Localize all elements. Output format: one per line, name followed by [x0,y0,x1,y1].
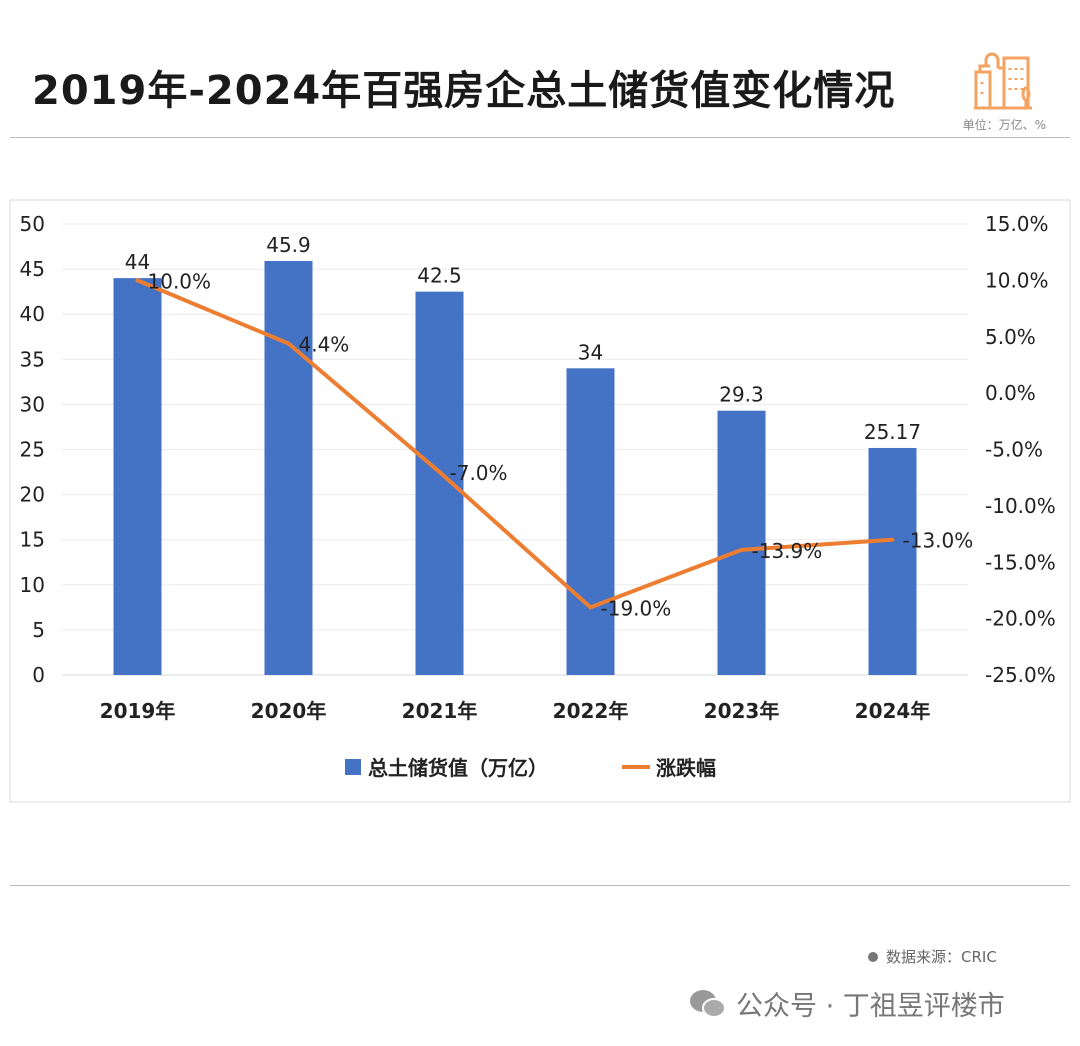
line-point [437,470,442,475]
bar-data-label: 45.9 [266,233,311,257]
source-text: 数据来源：CRIC [886,948,997,966]
right-tick-label: 0.0% [985,381,1036,405]
left-tick-label: 35 [20,347,45,371]
x-tick-label: 2019年 [100,699,176,723]
chart-frame [9,199,1071,803]
line-point [890,537,895,542]
left-tick-label: 40 [20,302,45,326]
bar-data-label: 25.17 [864,420,921,444]
left-tick-label: 30 [20,392,45,416]
x-tick-label: 2024年 [855,699,931,723]
unit-label: 单位：万亿、% [962,118,1046,132]
x-tick-label: 2022年 [553,699,629,723]
legend-line-label: 涨跌幅 [656,756,716,780]
bar [868,447,917,675]
line-data-label: 4.4% [299,333,350,357]
legend-bar-swatch [345,759,361,775]
bar [415,291,464,675]
left-tick-label: 20 [20,483,45,507]
right-tick-label: 10.0% [985,268,1049,292]
line-data-label: -13.9% [752,539,823,563]
buildings-icon [974,52,1032,110]
right-tick-label: -25.0% [985,663,1056,687]
left-tick-label: 5 [32,618,45,642]
line-series [136,278,893,610]
line-point [286,341,291,346]
brand: 公众号 · 丁祖昱评楼市 [688,984,1005,1023]
bullet-icon [868,951,878,962]
bar [717,410,766,675]
right-tick-label: -10.0% [985,494,1056,518]
bar-data-label: 34 [578,340,603,364]
line-data-label: -13.0% [903,529,974,553]
bar-data-label: 29.3 [719,383,764,407]
line-data-label: 10.0% [148,269,212,293]
line-point [588,605,593,610]
source-note: 数据来源：CRIC [868,946,997,967]
right-tick-label: -5.0% [985,438,1043,462]
wechat-icon [690,989,726,1018]
line-data-label: -19.0% [601,596,672,620]
left-tick-label: 10 [20,573,45,597]
x-tick-label: 2021年 [402,699,478,723]
right-tick-label: 15.0% [985,212,1049,236]
x-tick-label: 2023年 [704,699,780,723]
left-tick-label: 25 [20,438,45,462]
legend-bar-label: 总土储货值（万亿） [368,756,548,780]
bar [566,368,615,675]
right-tick-label: -20.0% [985,607,1056,631]
page-title: 2019年-2024年百强房企总土储货值变化情况 [32,68,896,114]
bar-data-label: 44 [125,250,150,274]
x-tick-label: 2020年 [251,699,327,723]
right-tick-label: -15.0% [985,550,1056,574]
line-point [135,278,140,283]
line-data-label: -7.0% [450,461,508,485]
bar-data-label: 42.5 [417,264,462,288]
left-tick-label: 15 [20,528,45,552]
left-tick-label: 45 [20,257,45,281]
left-tick-label: 50 [20,212,45,236]
brand-text: 公众号 · 丁祖昱评楼市 [736,991,1005,1022]
right-tick-label: 5.0% [985,325,1036,349]
line-point [739,547,744,552]
divider [10,885,1070,886]
bar [264,260,313,675]
bar [113,278,162,675]
divider [10,137,1070,138]
left-tick-label: 0 [32,663,45,687]
